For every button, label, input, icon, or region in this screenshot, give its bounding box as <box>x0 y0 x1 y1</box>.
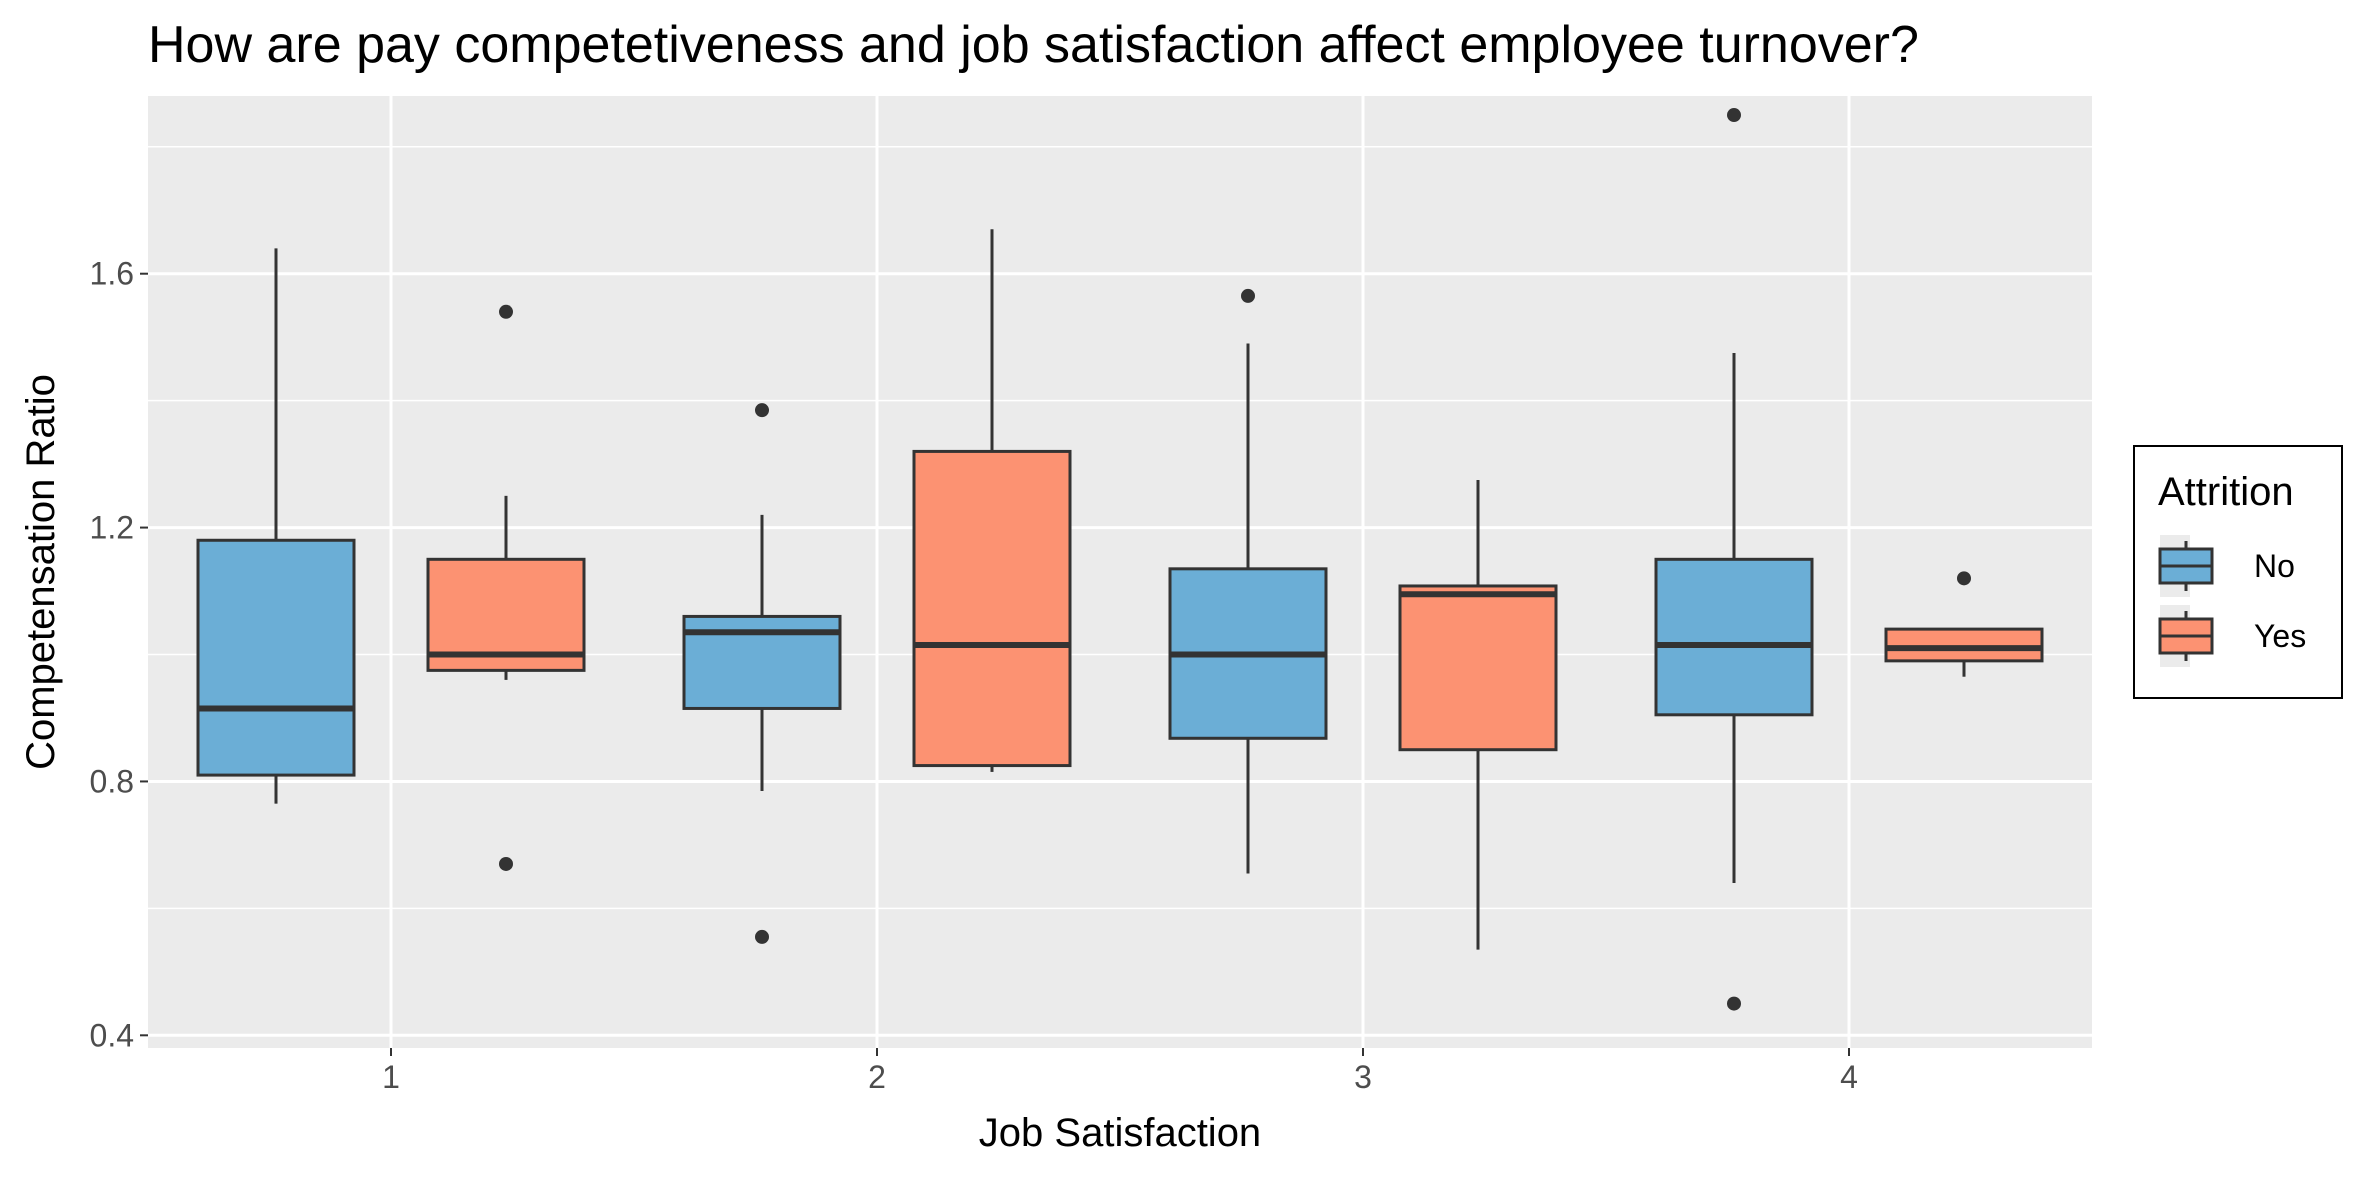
box-iqr <box>912 449 1072 768</box>
box-no-3 <box>1168 288 1328 874</box>
box-iqr <box>1884 627 2044 663</box>
x-axis-title: Job Satisfaction <box>979 1111 1261 1155</box>
y-axis-title: Competensation Ratio <box>19 374 63 770</box>
x-tick-label: 4 <box>1840 1059 1858 1095</box>
outlier-point <box>499 856 513 871</box>
box-yes-4 <box>1884 571 2044 677</box>
box-no-4 <box>1654 108 1814 1011</box>
box-iqr <box>196 538 356 777</box>
box-no-1 <box>196 248 356 804</box>
outlier-point <box>755 403 769 418</box>
chart-title: How are pay competetiveness and job sati… <box>148 16 1919 74</box>
grid-major <box>148 96 2092 1048</box>
outlier-point <box>1957 571 1971 586</box>
outlier-point <box>1727 108 1741 123</box>
legend-title: Attrition <box>2158 470 2294 514</box>
legend: Attrition No Yes <box>2133 445 2343 699</box>
y-tick-label: 1.2 <box>90 510 134 546</box>
box-yes-2 <box>912 229 1072 772</box>
legend-label-no: No <box>2254 548 2295 584</box>
y-tick-label: 0.4 <box>90 1017 134 1053</box>
y-axis: 0.4 0.8 1.2 1.6 <box>90 256 148 1053</box>
y-tick-label: 0.8 <box>90 763 134 799</box>
outlier-point <box>755 929 769 944</box>
box-layer <box>196 108 2044 1011</box>
legend-key-yes: Yes <box>2158 605 2306 667</box>
legend-key-no: No <box>2158 535 2295 597</box>
box-iqr <box>1654 557 1814 717</box>
x-tick-label: 2 <box>868 1059 886 1095</box>
outlier-point <box>1241 288 1255 303</box>
outlier-point <box>1727 996 1741 1011</box>
x-axis: 1 2 3 4 <box>382 1048 1858 1095</box>
legend-keys: No Yes <box>2158 535 2306 667</box>
outlier-point <box>499 304 513 319</box>
box-iqr <box>1398 584 1558 752</box>
box-yes-1 <box>426 304 586 871</box>
x-tick-label: 1 <box>382 1059 400 1095</box>
x-tick-label: 3 <box>1354 1059 1372 1095</box>
box-no-2 <box>682 403 842 944</box>
box-yes-3 <box>1398 479 1558 950</box>
legend-label-yes: Yes <box>2254 618 2306 654</box>
y-tick-label: 1.6 <box>90 256 134 292</box>
